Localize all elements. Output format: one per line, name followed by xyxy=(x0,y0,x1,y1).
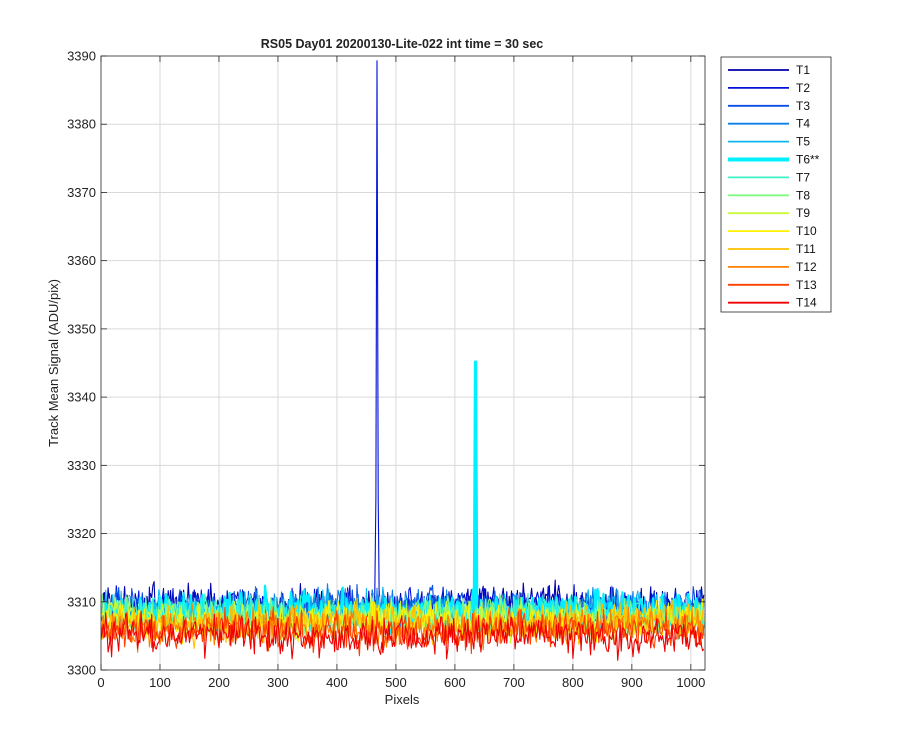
legend-label-t8: T8 xyxy=(796,188,810,202)
legend-label-t14: T14 xyxy=(796,296,817,310)
series-line-t2 xyxy=(101,60,705,631)
legend-label-t10: T10 xyxy=(796,224,817,238)
x-axis-label: Pixels xyxy=(385,692,420,707)
y-axis-label: Track Mean Signal (ADU/pix) xyxy=(46,279,61,447)
legend-label-t12: T12 xyxy=(796,260,817,274)
x-tick-label: 300 xyxy=(267,675,289,690)
x-tick-label: 0 xyxy=(97,675,104,690)
y-tick-label: 3310 xyxy=(67,594,96,609)
legend-label-t13: T13 xyxy=(796,278,817,292)
y-tick-label: 3300 xyxy=(67,663,96,678)
y-tick-label: 3350 xyxy=(67,321,96,336)
x-tick-label: 700 xyxy=(503,675,525,690)
y-tick-label: 3340 xyxy=(67,390,96,405)
y-tick-label: 3360 xyxy=(67,253,96,268)
x-tick-label: 400 xyxy=(326,675,348,690)
legend: T1 T2 T3 T4 T5 T6** T7 T8 T9 T10 T11 T12 T13 T14 xyxy=(720,56,832,313)
y-tick-label: 3380 xyxy=(67,117,96,132)
series-layer xyxy=(101,60,705,661)
axis-ticks: 0 100 200 300 400 500 600 700 800 900 1000 3300 3310… xyxy=(67,49,705,691)
y-tick-label: 3320 xyxy=(67,526,96,541)
legend-label-t9: T9 xyxy=(796,206,810,220)
x-tick-label: 800 xyxy=(562,675,584,690)
legend-box xyxy=(720,56,832,313)
x-tick-label: 600 xyxy=(444,675,466,690)
legend-label-t7: T7 xyxy=(796,170,810,184)
chart-title: RS05 Day01 20200130-Lite-022 int time = … xyxy=(261,37,544,51)
legend-label-t6: T6** xyxy=(796,153,820,167)
y-tick-label: 3330 xyxy=(67,458,96,473)
x-tick-label: 100 xyxy=(149,675,171,690)
x-tick-label: 200 xyxy=(208,675,230,690)
x-tick-label: 1000 xyxy=(676,675,705,690)
legend-label-t4: T4 xyxy=(796,117,810,131)
x-tick-label: 500 xyxy=(385,675,407,690)
y-tick-label: 3390 xyxy=(67,49,96,64)
legend-label-t11: T11 xyxy=(796,242,816,256)
legend-label-t1: T1 xyxy=(796,63,810,77)
legend-label-t2: T2 xyxy=(796,81,810,95)
x-tick-label: 900 xyxy=(621,675,643,690)
grid-lines xyxy=(101,56,705,670)
legend-label-t3: T3 xyxy=(796,99,810,113)
y-tick-label: 3370 xyxy=(67,185,96,200)
plot-area-frame xyxy=(100,55,706,671)
series-line-t14 xyxy=(101,610,705,661)
legend-label-t5: T5 xyxy=(796,135,810,149)
